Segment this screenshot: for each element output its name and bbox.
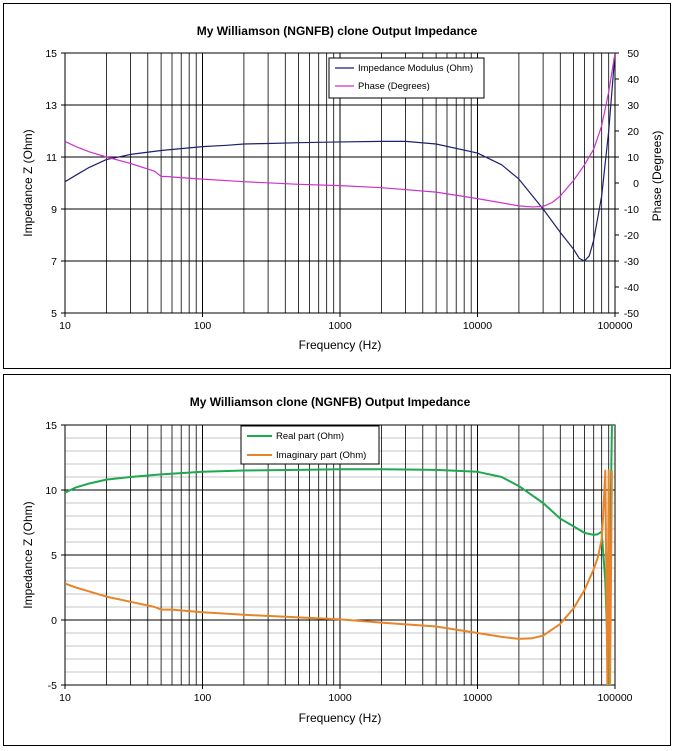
y-tick-label: 9 bbox=[51, 204, 57, 216]
series-line-1 bbox=[65, 53, 615, 262]
series-line-2 bbox=[65, 469, 613, 685]
y-axis-label: Impedance Z (Ohm) bbox=[21, 129, 35, 236]
y2-tick-label: 50 bbox=[627, 48, 639, 60]
legend-label-impedance: Impedance Modulus (Ohm) bbox=[358, 63, 473, 74]
y-tick-label: 10 bbox=[45, 485, 57, 497]
y-tick-label: 11 bbox=[46, 152, 57, 164]
x-tick-label: 100000 bbox=[597, 692, 632, 704]
chart-panel-2: My Williamson clone (NGNFB) Output Imped… bbox=[3, 374, 671, 746]
x-axis-label: Frequency (Hz) bbox=[299, 711, 382, 725]
y2-axis-label: Phase (Degrees) bbox=[650, 131, 664, 222]
y-tick-label: 15 bbox=[45, 420, 57, 432]
series-line-2 bbox=[65, 53, 615, 208]
y-tick-label: 7 bbox=[51, 256, 57, 268]
y2-tick-label: -50 bbox=[624, 308, 639, 320]
y2-tick-label: -20 bbox=[624, 230, 639, 242]
impedance-phase-chart: My Williamson (NGNFB) clone Output Imped… bbox=[21, 24, 664, 352]
x-tick-label: 1000 bbox=[328, 320, 352, 332]
x-tick-label: 10000 bbox=[463, 320, 492, 332]
legend: Real part (Ohm) Imaginary part (Ohm) bbox=[240, 425, 380, 465]
x-tick-label: 1000 bbox=[328, 692, 352, 704]
y2-tick-label: 40 bbox=[627, 74, 639, 86]
y-tick-label: 15 bbox=[45, 48, 57, 60]
chart-title: My Williamson (NGNFB) clone Output Imped… bbox=[197, 24, 478, 38]
x-tick-label: 100 bbox=[194, 692, 212, 704]
y2-tick-label: 10 bbox=[627, 152, 639, 164]
legend-label-phase: Phase (Degrees) bbox=[358, 81, 430, 92]
y-axis-label: Impedance Z (Ohm) bbox=[21, 501, 35, 608]
x-tick-label: 100000 bbox=[597, 320, 632, 332]
legend-label-real: Real part (Ohm) bbox=[276, 431, 344, 442]
x-tick-label: 10 bbox=[59, 692, 71, 704]
x-axis-label: Frequency (Hz) bbox=[299, 338, 382, 352]
y-tick-label: 5 bbox=[51, 308, 57, 320]
legend: Impedance Modulus (Ohm) Phase (Degrees) bbox=[328, 57, 485, 99]
y-tick-label: -5 bbox=[48, 680, 57, 692]
chart-title: My Williamson clone (NGNFB) Output Imped… bbox=[190, 395, 471, 409]
real-imaginary-chart: My Williamson clone (NGNFB) Output Imped… bbox=[21, 395, 633, 725]
y2-tick-label: -10 bbox=[624, 204, 639, 216]
legend-box bbox=[240, 425, 380, 465]
legend-box bbox=[328, 57, 485, 99]
y2-tick-label: 30 bbox=[627, 100, 639, 112]
x-tick-label: 10000 bbox=[463, 692, 492, 704]
y-tick-label: 5 bbox=[51, 550, 57, 562]
y-tick-label: 0 bbox=[51, 615, 57, 627]
y2-tick-label: -40 bbox=[624, 282, 639, 294]
x-tick-label: 100 bbox=[194, 320, 212, 332]
y2-tick-label: -30 bbox=[624, 256, 639, 268]
chart-panel-1: My Williamson (NGNFB) clone Output Imped… bbox=[3, 3, 671, 369]
y2-tick-label: 20 bbox=[627, 126, 639, 138]
series-line-1 bbox=[65, 425, 615, 685]
legend-label-imaginary: Imaginary part (Ohm) bbox=[276, 450, 366, 461]
y-tick-label: 13 bbox=[45, 100, 57, 112]
x-tick-label: 10 bbox=[59, 320, 71, 332]
y2-tick-label: 0 bbox=[633, 178, 639, 190]
